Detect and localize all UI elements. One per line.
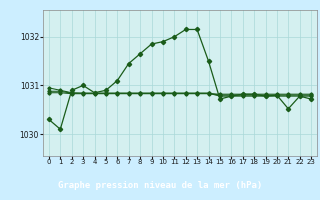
Text: Graphe pression niveau de la mer (hPa): Graphe pression niveau de la mer (hPa) [58,181,262,190]
